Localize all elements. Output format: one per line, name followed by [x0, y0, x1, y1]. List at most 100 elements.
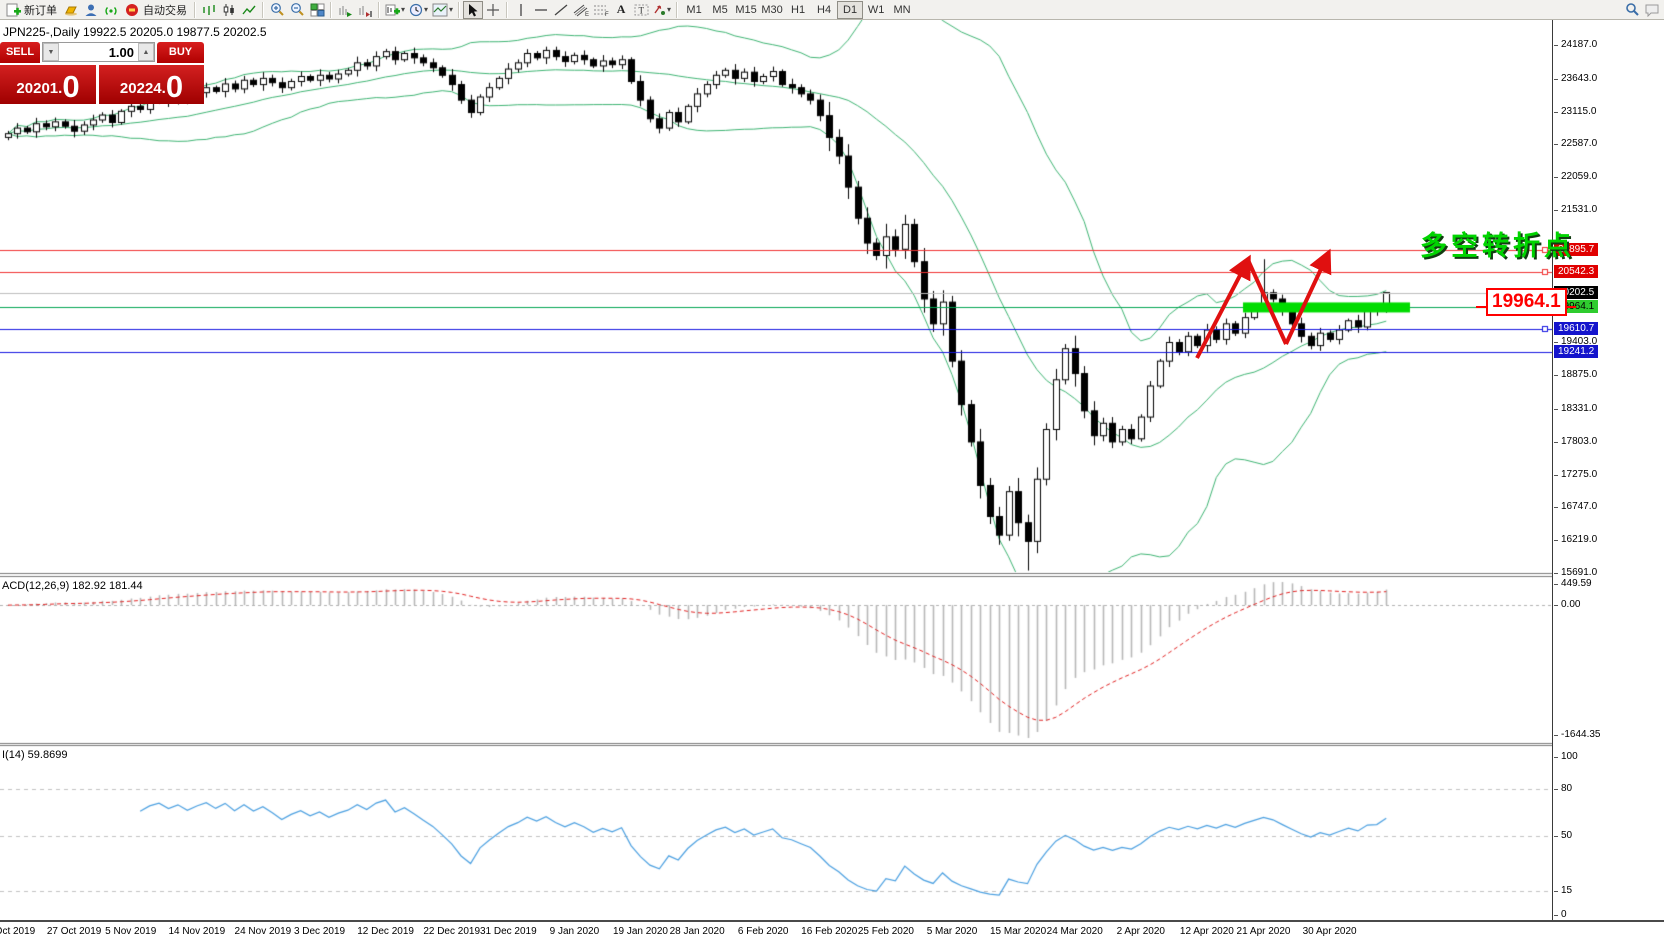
- toolbar-separator: [506, 1, 509, 18]
- gold-ingot-icon: [65, 6, 77, 16]
- date-label: 6 Feb 2020: [737, 926, 789, 937]
- bar-chart-button[interactable]: [199, 1, 219, 19]
- timeframe-button-MN[interactable]: MN: [893, 3, 911, 16]
- zoom-in-button[interactable]: [267, 1, 287, 19]
- text-label-button[interactable]: T: [631, 1, 651, 19]
- line-chart-button[interactable]: [239, 1, 259, 19]
- horizontal-line-button[interactable]: [531, 1, 551, 19]
- rsi-axis-50: 50: [1553, 830, 1573, 841]
- vertical-line-button[interactable]: [511, 1, 531, 19]
- toolbar-separator: [330, 1, 332, 18]
- date-label: 24 Mar 2020: [1046, 926, 1103, 937]
- signals-icon: [104, 6, 117, 15]
- toolbar-separator: [194, 1, 196, 18]
- sell-price-button[interactable]: 20201. 0: [0, 65, 96, 104]
- annotation-text[interactable]: 多空转折点: [1420, 231, 1575, 261]
- panel-splitter[interactable]: [0, 742, 1552, 746]
- rsi-axis-0: 0: [1554, 909, 1567, 920]
- date-label: 15 Mar 2020: [990, 926, 1047, 937]
- new-order-icon: [6, 3, 21, 17]
- profile-button[interactable]: [81, 1, 101, 19]
- sell-price-big: 0: [62, 69, 80, 104]
- chat-button[interactable]: [1642, 1, 1662, 19]
- trendline-icon: [554, 4, 568, 15]
- sell-tab-button[interactable]: SELL: [0, 42, 40, 63]
- price-tick: 23115.0: [1553, 105, 1597, 117]
- buy-price-button[interactable]: 20224. 0: [99, 65, 204, 104]
- tile-windows-icon: [310, 3, 324, 16]
- templates-button[interactable]: ▾: [430, 1, 455, 19]
- signals-button[interactable]: [101, 1, 121, 19]
- price-tick: 18875.0: [1553, 369, 1598, 381]
- timeframe-button-W1[interactable]: W1: [867, 3, 885, 16]
- sell-price-small: 20201.: [16, 80, 63, 97]
- toolbar-separator: [458, 1, 461, 18]
- rsi-axis-80: 80: [1553, 782, 1573, 794]
- date-label: 14 Nov 2019: [168, 926, 226, 937]
- rsi-label: I(14) 59.8699: [2, 749, 68, 761]
- timeframe-button-M5[interactable]: M5: [712, 3, 728, 16]
- chart-window: JPN225-,Daily 19922.5 20205.0 19877.5 20…: [0, 20, 1664, 942]
- search-icon: [1625, 3, 1639, 16]
- buy-tab-button[interactable]: BUY: [157, 42, 204, 63]
- search-button[interactable]: [1622, 1, 1642, 19]
- equidistant-channel-icon: E: [573, 4, 589, 17]
- candlestick-chart-icon: [223, 3, 234, 16]
- timeframe-button-M1[interactable]: M1: [686, 3, 702, 16]
- cursor-button[interactable]: [463, 0, 484, 19]
- price-axis[interactable]: 24187.0 23643.0 23115.0 22587.0 22059.0 21531…: [1552, 20, 1664, 920]
- price-chart-canvas[interactable]: [0, 20, 1552, 920]
- new-chart-button[interactable]: ▾: [383, 1, 407, 19]
- arrows-button[interactable]: ▾: [651, 1, 673, 19]
- chart-title: JPN225-,Daily 19922.5 20205.0 19877.5 20…: [3, 25, 267, 39]
- volume-decrease-button[interactable]: ▼: [43, 43, 59, 61]
- timeframe-button-H4[interactable]: H4: [817, 3, 832, 16]
- price-tick: 16747.0: [1553, 501, 1598, 513]
- price-tick: 17803.0: [1553, 435, 1598, 447]
- date-label: 30 Apr 2020: [1302, 926, 1357, 937]
- auto-trading-icon: [126, 3, 138, 16]
- price-callout[interactable]: 19964.1: [1486, 288, 1567, 316]
- auto-scroll-icon: [338, 5, 352, 17]
- timeframe-button-H1[interactable]: H1: [791, 3, 806, 16]
- volume-stepper[interactable]: ▼ ▲: [42, 42, 155, 62]
- profile-icon: [85, 4, 97, 16]
- date-label: 9 Jan 2020: [549, 926, 600, 937]
- crosshair-button[interactable]: [483, 1, 503, 19]
- arrows-icon: [654, 5, 666, 15]
- date-label: 22 Dec 2019: [423, 926, 481, 937]
- timeframe-button-M15[interactable]: M15: [735, 3, 757, 16]
- svg-text:F: F: [605, 12, 609, 17]
- trendline-button[interactable]: [551, 1, 571, 19]
- tile-windows-button[interactable]: [307, 1, 327, 19]
- fibonacci-button[interactable]: F: [591, 1, 611, 19]
- equidistant-channel-button[interactable]: E: [571, 1, 591, 19]
- date-label: 21 Apr 2020: [1236, 926, 1291, 937]
- rsi-axis-100: 100: [1554, 751, 1578, 762]
- timeframe-button-D1[interactable]: D1: [837, 0, 864, 19]
- date-label: 24 Nov 2019: [234, 926, 292, 937]
- callout-connector-right: [1562, 306, 1576, 309]
- zoom-in-icon: [270, 3, 284, 16]
- toolbar-separator: [676, 1, 679, 18]
- chevron-down-icon: ▾: [424, 5, 429, 14]
- zoom-out-button[interactable]: [287, 1, 307, 19]
- volume-increase-button[interactable]: ▲: [138, 43, 154, 61]
- gold-ingot-button[interactable]: [61, 1, 81, 19]
- zoom-out-icon: [290, 3, 304, 16]
- date-label: 5 Mar 2020: [926, 926, 978, 937]
- chart-shift-button[interactable]: [355, 1, 375, 19]
- date-label: 28 Jan 2020: [669, 926, 725, 937]
- volume-input[interactable]: [59, 43, 138, 61]
- text-button[interactable]: A: [616, 2, 626, 16]
- candlestick-chart-button[interactable]: [219, 1, 239, 19]
- period-button[interactable]: ▾: [407, 1, 430, 19]
- auto-trading-button[interactable]: 自动交易: [121, 1, 191, 19]
- new-order-button[interactable]: 新订单: [2, 1, 61, 19]
- auto-scroll-button[interactable]: [335, 1, 355, 19]
- fibonacci-icon: F: [594, 5, 609, 17]
- chevron-down-icon: ▾: [401, 5, 406, 14]
- timeframe-button-M30[interactable]: M30: [761, 3, 783, 16]
- panel-splitter[interactable]: [0, 572, 1552, 576]
